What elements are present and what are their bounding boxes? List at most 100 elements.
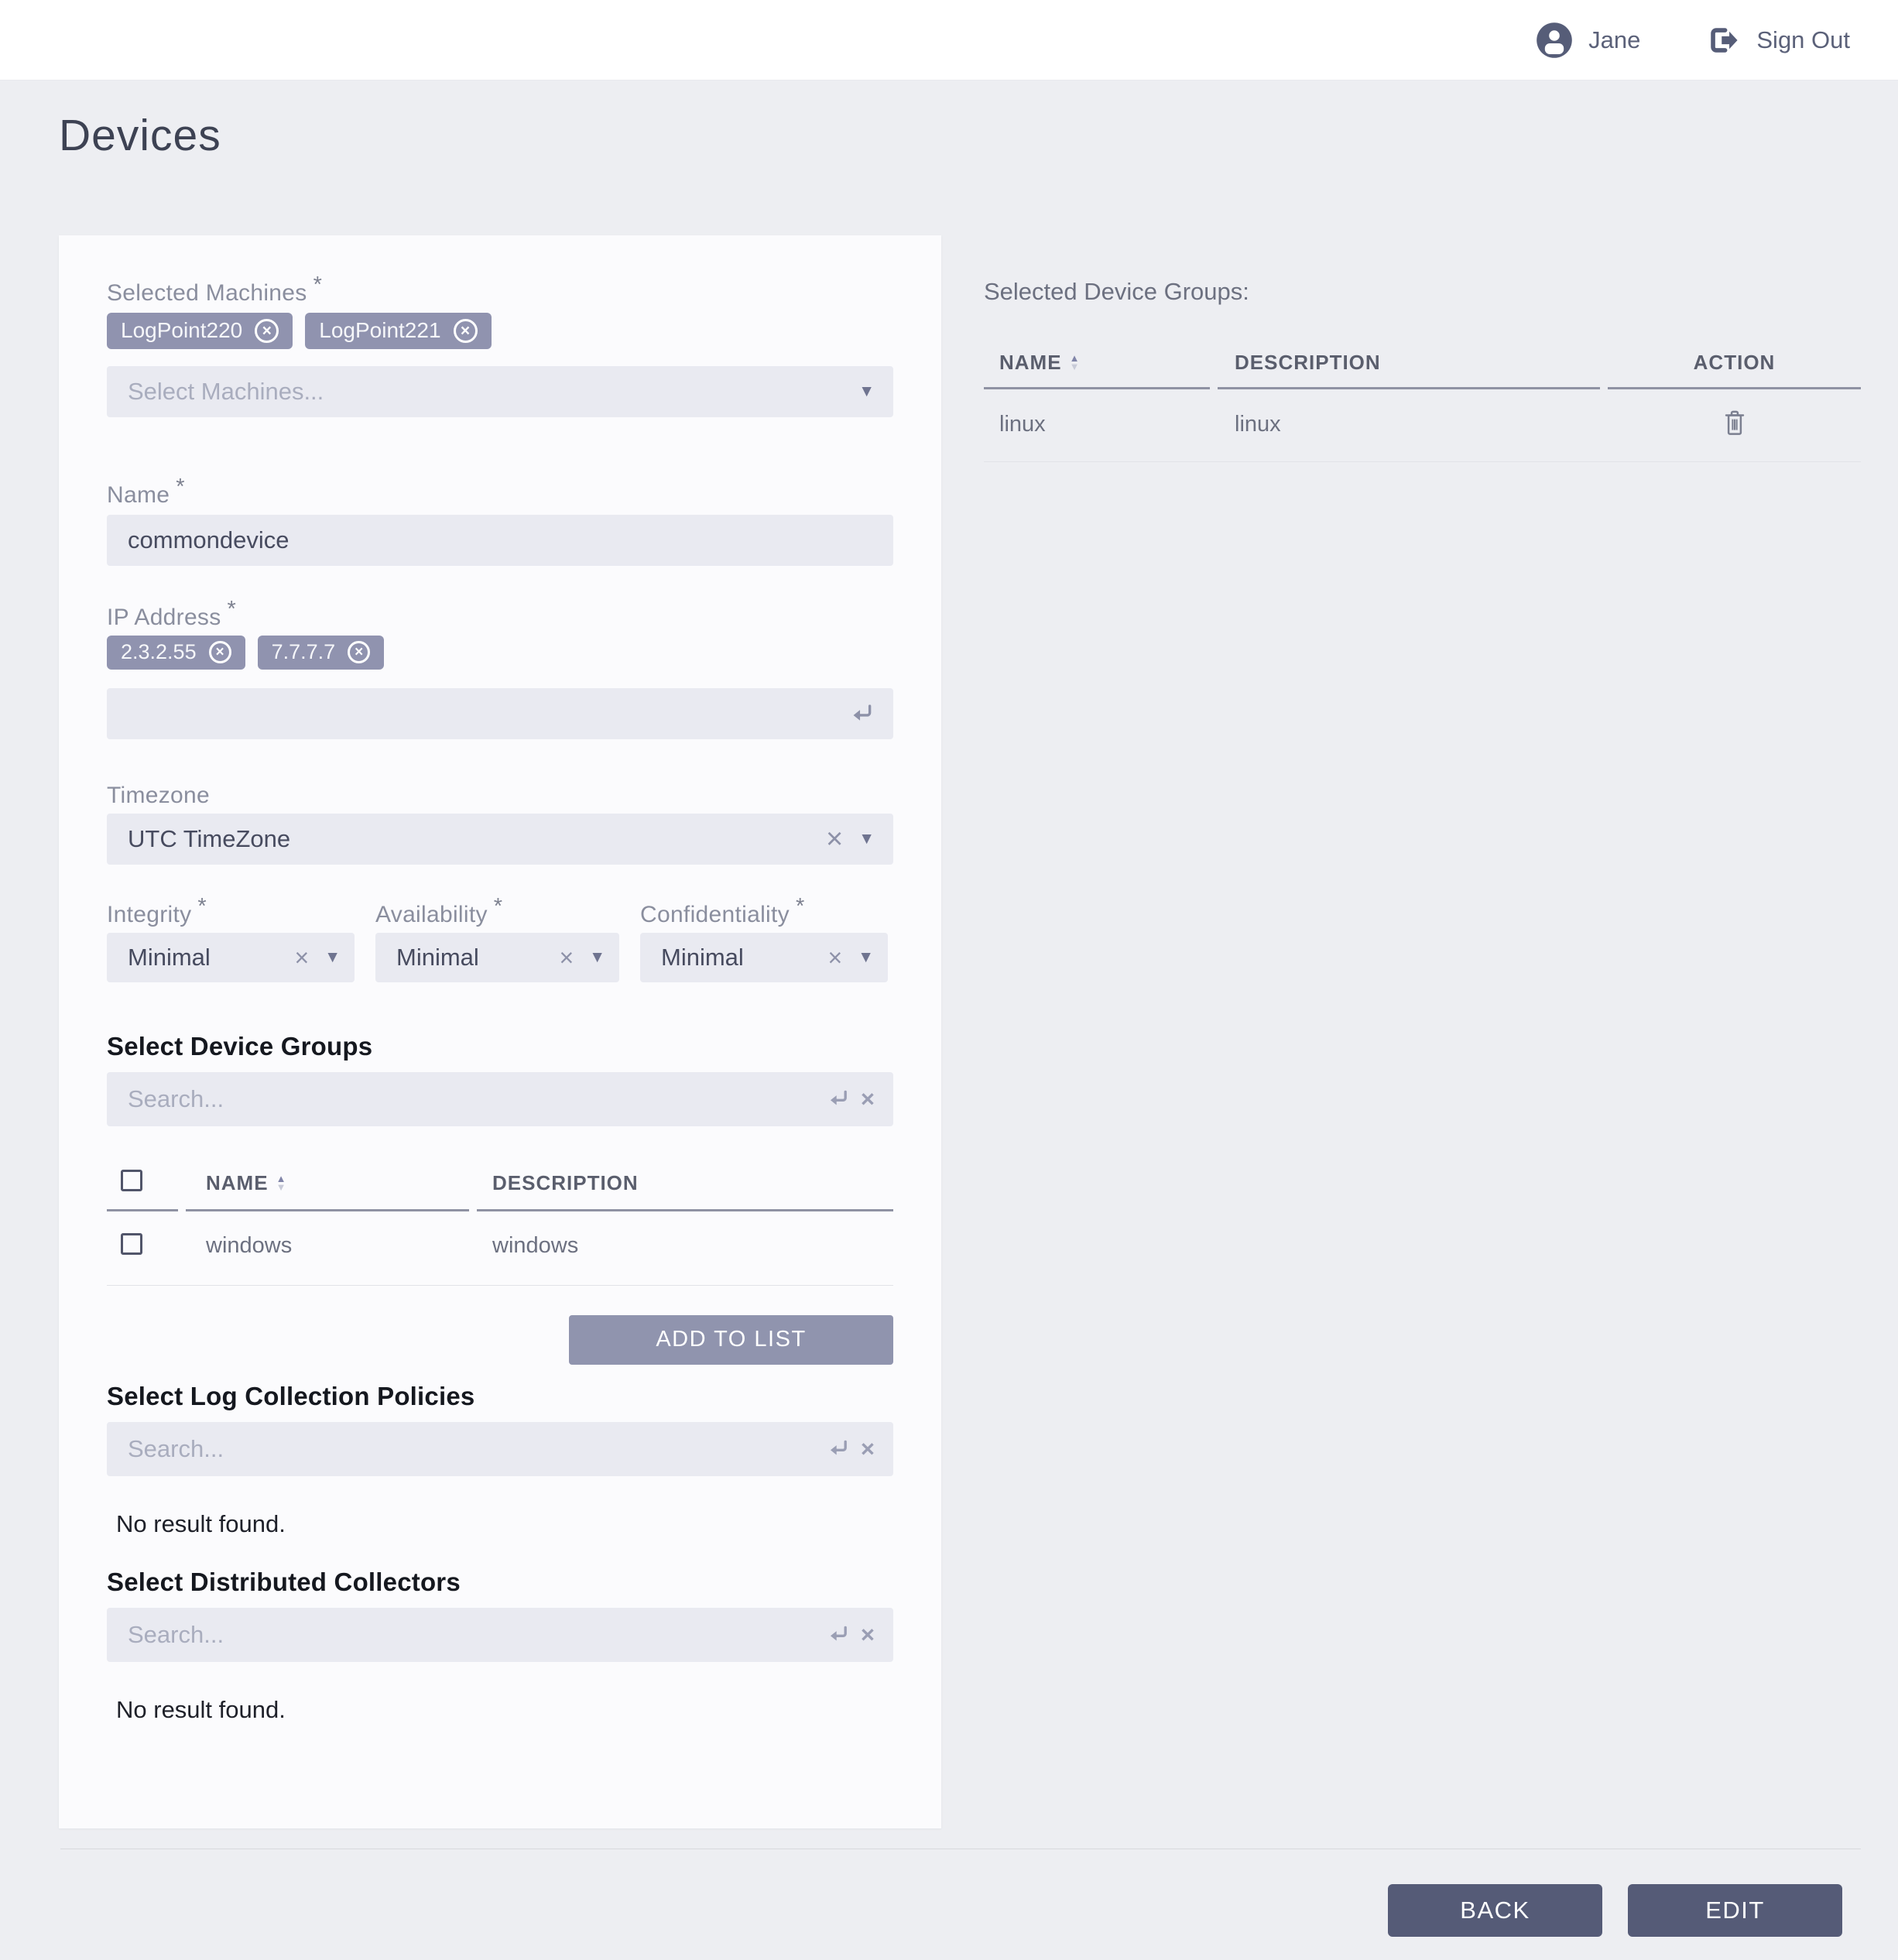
chevron-down-icon[interactable]: ▼ (858, 382, 875, 401)
column-header-name[interactable]: NAME ▲ ▼ (186, 1171, 469, 1211)
user-menu[interactable]: Jane (1536, 22, 1640, 59)
timezone-dropdown[interactable]: UTC TimeZone × ▼ (107, 813, 893, 865)
confidentiality-field: Confidentiality * Minimal × ▼ (640, 895, 888, 982)
row-description: windows (492, 1232, 579, 1258)
clear-icon[interactable]: × (559, 943, 574, 971)
ip-input[interactable] (128, 687, 848, 739)
selected-groups-panel: Selected Device Groups: NAME ▲ ▼ DESCRIPT… (984, 235, 1861, 462)
sort-icon: ▲ ▼ (1069, 352, 1080, 373)
chevron-down-icon[interactable]: ▼ (589, 948, 605, 967)
integrity-field: Integrity * Minimal × ▼ (107, 895, 355, 982)
page-title: Devices (59, 111, 221, 160)
avatar-icon (1537, 22, 1572, 58)
sort-icon: ▲ ▼ (276, 1173, 286, 1194)
table-row: linux linux (984, 389, 1861, 461)
timezone-field: Timezone UTC TimeZone × ▼ (107, 783, 893, 865)
sign-out-button[interactable]: Sign Out (1705, 24, 1850, 57)
remove-tag-icon[interactable]: × (348, 641, 371, 664)
remove-tag-icon[interactable]: × (255, 318, 279, 343)
collectors-empty-text: No result found. (116, 1695, 286, 1723)
row-divider (984, 461, 1861, 462)
column-header-description: DESCRIPTION (1218, 351, 1600, 389)
name-field: Name * (107, 474, 893, 566)
add-to-list-button[interactable]: ADD TO LIST (569, 1314, 893, 1365)
column-header-action: ACTION (1608, 351, 1861, 389)
content-area: Selected Machines * LogPoint220 × LogPoin… (0, 235, 1898, 1828)
collectors-search-input[interactable] (128, 1607, 826, 1662)
clear-icon[interactable]: × (827, 943, 843, 971)
ip-tags: 2.3.2.55 × 7.7.7.7 × (107, 635, 893, 670)
back-button[interactable]: BACK (1388, 1883, 1602, 1937)
collectors-search-box: × (107, 1607, 893, 1662)
enter-icon[interactable] (826, 1087, 850, 1111)
device-groups-search-box: × (107, 1071, 893, 1126)
machine-tag: LogPoint221 × (305, 312, 492, 349)
clear-icon[interactable]: × (860, 1435, 875, 1463)
device-groups-table-header: NAME ▲ ▼ DESCRIPTION (107, 1169, 893, 1211)
timezone-value: UTC TimeZone (128, 824, 291, 852)
ip-tag: 7.7.7.7 × (257, 635, 385, 670)
chevron-down-icon[interactable]: ▼ (324, 948, 341, 967)
topbar: Jane Sign Out (0, 0, 1898, 81)
availability-field: Availability * Minimal × ▼ (375, 895, 619, 982)
collectors-section: Select Distributed Collectors × No resul… (107, 1568, 893, 1724)
trash-icon[interactable] (1721, 408, 1749, 437)
chevron-down-icon[interactable]: ▼ (858, 948, 874, 967)
row-name: windows (206, 1232, 293, 1258)
enter-icon[interactable] (826, 1622, 850, 1646)
edit-button[interactable]: EDIT (1628, 1883, 1842, 1937)
ip-address-field: IP Address * 2.3.2.55 × 7.7.7.7 × (107, 596, 893, 739)
footer-actions: BACK EDIT (0, 1883, 1898, 1937)
row-description: linux (1235, 411, 1281, 437)
selected-groups-table-header: NAME ▲ ▼ DESCRIPTION ACTION (984, 351, 1861, 389)
enter-icon[interactable] (848, 701, 875, 727)
row-checkbox[interactable] (121, 1232, 142, 1255)
log-policies-empty-text: No result found. (116, 1509, 286, 1537)
ip-tag: 2.3.2.55 × (107, 635, 245, 670)
ip-input-box (107, 687, 893, 739)
device-form-card: Selected Machines * LogPoint220 × LogPoin… (59, 235, 941, 1828)
select-machines-placeholder: Select Machines... (128, 377, 324, 405)
row-name: linux (999, 411, 1046, 437)
selected-machines-field: Selected Machines * LogPoint220 × LogPoin… (107, 272, 893, 417)
column-header-name[interactable]: NAME ▲ ▼ (984, 351, 1210, 389)
enter-icon[interactable] (826, 1437, 850, 1461)
integrity-dropdown[interactable]: Minimal × ▼ (107, 932, 355, 982)
clear-icon[interactable]: × (860, 1621, 875, 1649)
name-label: Name * (107, 474, 185, 508)
row-divider (107, 1284, 893, 1286)
select-all-checkbox[interactable] (121, 1169, 142, 1191)
clear-icon[interactable]: × (294, 943, 310, 971)
remove-tag-icon[interactable]: × (208, 641, 231, 664)
sign-out-icon (1711, 27, 1738, 53)
chevron-down-icon[interactable]: ▼ (858, 830, 875, 848)
log-policies-section: Select Log Collection Policies × No resu… (107, 1382, 893, 1538)
log-policies-search-input[interactable] (128, 1421, 826, 1476)
device-groups-section: Select Device Groups × NAM (107, 1032, 893, 1365)
select-all-cell (107, 1169, 178, 1211)
selected-groups-heading: Selected Device Groups: (984, 277, 1249, 305)
clear-icon[interactable]: × (860, 1085, 875, 1113)
availability-dropdown[interactable]: Minimal × ▼ (375, 932, 619, 982)
timezone-label: Timezone (107, 782, 211, 808)
select-machines-dropdown[interactable]: Select Machines... ▼ (107, 365, 893, 417)
device-groups-table: NAME ▲ ▼ DESCRIPTION windows windows (107, 1169, 893, 1286)
remove-tag-icon[interactable]: × (453, 318, 478, 343)
ip-address-label: IP Address * (107, 596, 237, 630)
clear-icon[interactable]: × (826, 822, 844, 855)
machine-tags: LogPoint220 × LogPoint221 × (107, 312, 893, 349)
name-input[interactable] (128, 514, 875, 566)
name-input-box (107, 514, 893, 566)
selected-machines-label: Selected Machines * (107, 272, 323, 306)
table-row[interactable]: windows windows (107, 1211, 893, 1285)
device-groups-search-input[interactable] (128, 1071, 826, 1126)
selected-groups-table: NAME ▲ ▼ DESCRIPTION ACTION linux linux (984, 351, 1861, 462)
device-groups-heading: Select Device Groups (107, 1031, 373, 1061)
machine-tag: LogPoint220 × (107, 312, 293, 349)
column-header-description: DESCRIPTION (477, 1171, 893, 1211)
log-policies-heading: Select Log Collection Policies (107, 1381, 475, 1410)
log-policies-search-box: × (107, 1421, 893, 1476)
classification-row: Integrity * Minimal × ▼ Availability * Min… (107, 895, 893, 982)
confidentiality-dropdown[interactable]: Minimal × ▼ (640, 932, 888, 982)
user-name: Jane (1588, 26, 1641, 53)
